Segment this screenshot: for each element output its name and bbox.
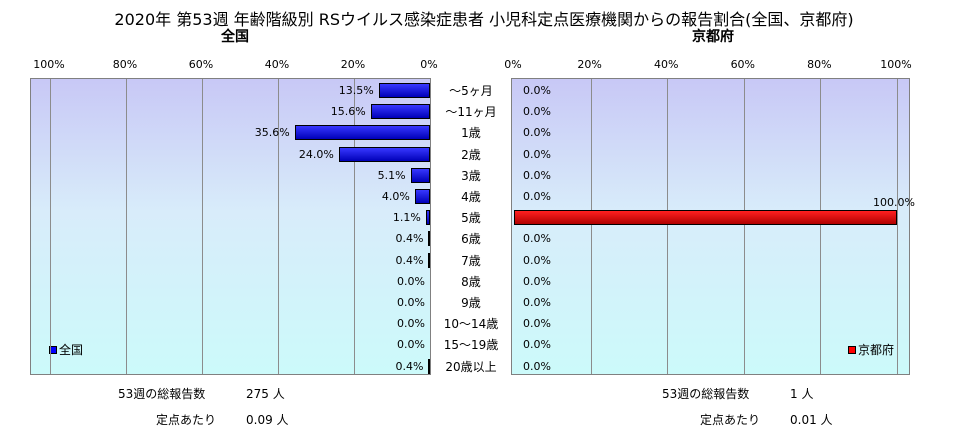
data-label-zenkoku: 15.6% [330, 105, 366, 119]
data-label-zenkoku: 13.5% [338, 84, 374, 97]
data-label-kyoto: 0.0% [523, 317, 551, 331]
category-label: 15～19歳 [443, 338, 499, 353]
category-label: ～5ヶ月 [449, 84, 493, 98]
category-label: 2歳 [461, 147, 481, 162]
left-tick-label: 100% [33, 58, 65, 71]
bar-zenkoku [338, 146, 430, 162]
chart-title: 2020年 第53週 年齢階級別 RSウイルス感染症患者 小児科定点医療機関から… [114, 10, 854, 29]
right-tick-label: 0% [504, 58, 522, 71]
left-gridline [202, 79, 203, 374]
right-tick-label: 80% [807, 58, 832, 71]
category-label: 4歳 [461, 190, 481, 204]
data-label-kyoto: 0.0% [523, 232, 551, 246]
bar-zenkoku [428, 252, 431, 268]
right-gridline [743, 79, 745, 374]
category-label: 7歳 [461, 253, 481, 268]
data-label-zenkoku: 4.0% [381, 190, 410, 203]
data-label-kyoto: 0.0% [523, 147, 551, 161]
right-plot-area: 京都府 0.0% 0.0% 0.0% 0.0% 0.0% 0.0% 100.0% 0.0% 0.… [511, 78, 915, 375]
right-total-label: 53週の総報告数 [662, 387, 750, 401]
data-label-kyoto: 0.0% [523, 253, 551, 267]
left-tick-label: 80% [112, 58, 138, 71]
category-label: 1歳 [461, 126, 481, 141]
data-label-zenkoku: 0.0% [397, 338, 425, 352]
data-label-zenkoku: 0.4% [395, 359, 424, 373]
left-tick-label: 20% [340, 58, 366, 71]
bar-zenkoku [370, 104, 430, 120]
left-total-label: 53週の総報告数 [118, 387, 206, 401]
right-per-value: 0.01 人 [790, 413, 833, 427]
right-tick-label: 60% [730, 58, 756, 71]
data-label-zenkoku: 24.0% [298, 147, 334, 161]
left-legend: 全国 [49, 341, 83, 358]
bar-kyoto [514, 210, 897, 226]
category-label: 3歳 [461, 168, 481, 183]
left-total-value: 275 人 [246, 387, 285, 401]
legend-swatch-kyoto [848, 345, 856, 354]
data-label-kyoto: 0.0% [523, 105, 551, 119]
legend-swatch-zenkoku [49, 345, 57, 354]
data-label-zenkoku: 0.0% [397, 317, 425, 331]
category-label: 8歳 [461, 274, 481, 289]
right-gridline [897, 79, 898, 374]
data-label-kyoto: 0.0% [523, 359, 551, 373]
data-label-kyoto: 0.0% [523, 190, 551, 203]
right-per-label: 定点あたり [700, 413, 761, 427]
category-label: 5歳 [461, 211, 481, 226]
left-tick-label: 60% [188, 58, 214, 71]
right-total-value: 1 人 [790, 387, 814, 401]
right-chart-title: 京都府 [692, 29, 734, 45]
data-label-zenkoku: 0.0% [397, 296, 425, 309]
data-label-kyoto: 0.0% [523, 296, 551, 309]
left-per-label: 定点あたり [156, 413, 217, 427]
data-label-zenkoku: 5.1% [377, 168, 406, 182]
data-label-zenkoku: 35.6% [254, 126, 290, 140]
data-label-kyoto: 0.0% [523, 274, 551, 288]
right-gridline [667, 79, 669, 374]
left-gridline [50, 79, 51, 374]
left-plot-area: 全国 13.5% 15.6% 35.6% 24.0% 5.1% 4.0% 1.1% 0.4% 0… [30, 78, 431, 375]
left-gridline [278, 79, 279, 374]
left-gridline [354, 79, 355, 374]
category-label: 6歳 [461, 232, 481, 247]
right-tick-label: 100% [880, 58, 912, 71]
category-label: 9歳 [461, 296, 481, 310]
category-label: ～11ヶ月 [445, 105, 497, 120]
bar-zenkoku [414, 189, 430, 204]
left-tick-label: 0% [420, 58, 438, 71]
legend-label-kyoto: 京都府 [858, 343, 895, 357]
data-label-kyoto: 0.0% [523, 168, 551, 182]
bar-zenkoku [428, 358, 431, 374]
data-label-kyoto: 0.0% [523, 338, 551, 352]
bar-zenkoku [428, 231, 431, 247]
legend-label-zenkoku: 全国 [59, 343, 84, 357]
right-tick-label: 20% [577, 58, 602, 71]
data-label-zenkoku: 0.4% [395, 232, 424, 246]
bar-zenkoku [410, 167, 430, 183]
bar-zenkoku [425, 210, 430, 226]
bar-zenkoku [378, 83, 430, 98]
bar-zenkoku [294, 125, 430, 141]
data-label-kyoto: 100.0% [873, 196, 915, 210]
left-per-value: 0.09 人 [246, 413, 289, 427]
left-chart-title: 全国 [221, 29, 249, 45]
left-gridline [126, 79, 127, 374]
data-label-kyoto: 0.0% [523, 84, 551, 97]
category-label: 20歳以上 [445, 359, 497, 374]
right-legend: 京都府 [848, 341, 894, 358]
right-tick-label: 40% [653, 58, 679, 71]
category-label: 10～14歳 [443, 317, 499, 332]
data-label-kyoto: 0.0% [523, 126, 551, 140]
data-label-zenkoku: 0.4% [395, 253, 424, 267]
data-label-zenkoku: 0.0% [397, 274, 425, 288]
data-label-zenkoku: 1.1% [392, 211, 421, 225]
left-tick-label: 40% [264, 58, 290, 71]
right-gridline [820, 79, 822, 374]
right-gridline [590, 79, 592, 374]
